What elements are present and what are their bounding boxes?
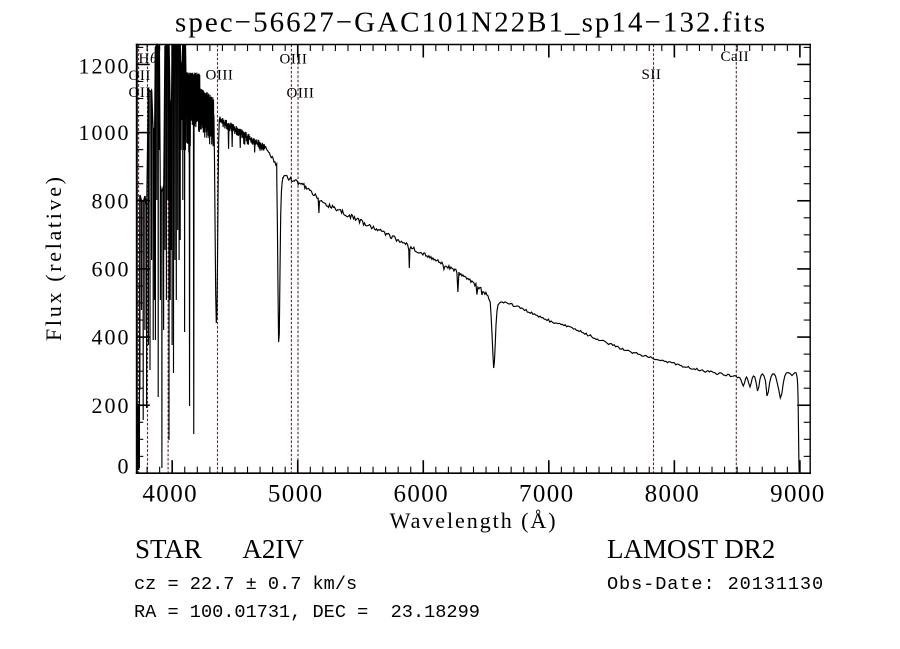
svg-text:8000: 8000: [645, 481, 701, 508]
svg-text:CaII: CaII: [721, 49, 750, 65]
svg-text:800: 800: [92, 188, 131, 213]
svg-text:6000: 6000: [393, 481, 449, 508]
svg-text:9000: 9000: [770, 481, 826, 508]
svg-text:Flux (relative): Flux (relative): [41, 177, 66, 341]
svg-text:Wavelength (Å): Wavelength (Å): [390, 508, 556, 533]
svg-text:OII: OII: [129, 68, 151, 84]
svg-text:1200: 1200: [79, 53, 131, 78]
svg-text:7000: 7000: [519, 481, 575, 508]
svg-text:400: 400: [92, 325, 131, 350]
svg-text:Hθ: Hθ: [139, 51, 158, 67]
svg-text:RA = 100.01731, DEC = 23.1829: RA = 100.01731, DEC = 23.18299: [134, 602, 480, 623]
svg-text:OIII: OIII: [206, 68, 234, 84]
svg-text:1000: 1000: [79, 120, 131, 145]
svg-text:200: 200: [92, 393, 131, 418]
svg-text:OIII: OIII: [287, 86, 315, 102]
svg-text:OIII: OIII: [280, 52, 308, 68]
svg-text:SII: SII: [642, 67, 662, 83]
svg-text:Obs-Date: 20131130: Obs-Date: 20131130: [607, 574, 824, 595]
svg-text:5000: 5000: [268, 481, 324, 508]
svg-text:LAMOST DR2: LAMOST DR2: [607, 534, 775, 564]
svg-text:cz = 22.7 ± 0.7 km/s: cz = 22.7 ± 0.7 km/s: [134, 574, 357, 595]
svg-text:0: 0: [118, 454, 131, 479]
svg-text:600: 600: [92, 256, 131, 281]
svg-text:4000: 4000: [142, 481, 198, 508]
svg-text:OII: OII: [129, 85, 151, 101]
svg-text:STAR A2IV: STAR A2IV: [135, 534, 304, 564]
